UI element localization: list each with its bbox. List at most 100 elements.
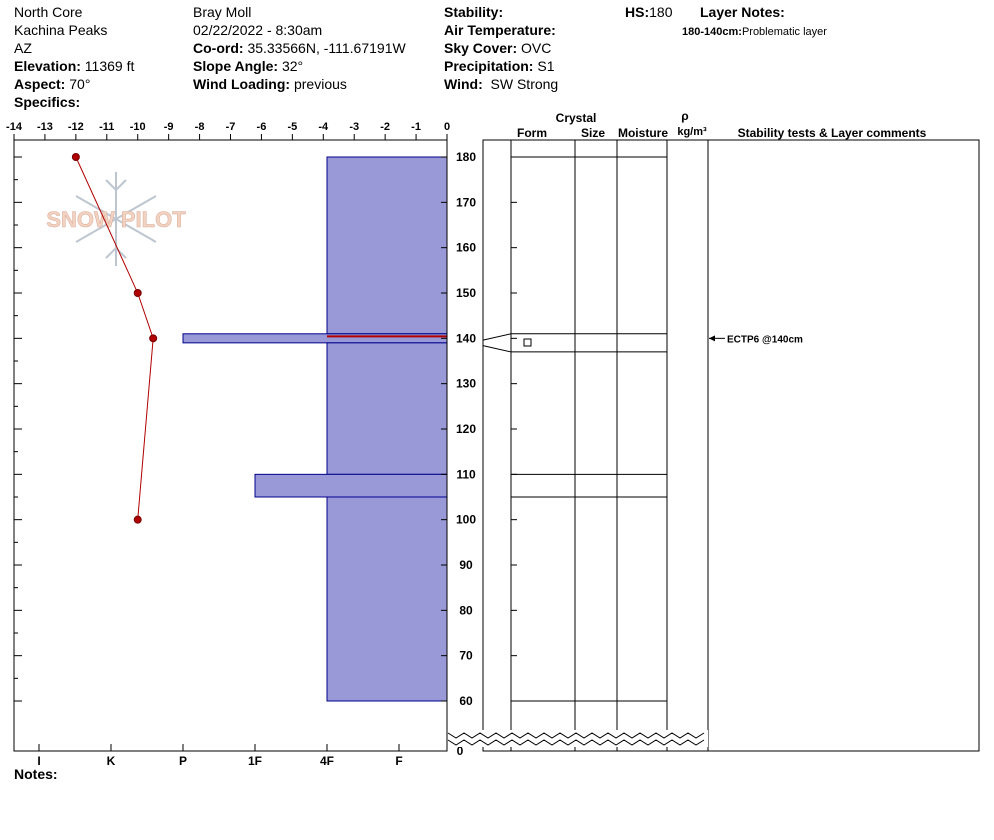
layer-connector [482,333,512,341]
form-header: Form [517,126,547,140]
layer-note-range: 180-140cm: [682,26,742,38]
slope-value: 32° [281,58,304,74]
depth-tick-label: 70 [459,649,473,663]
logo-text: SNOW PILOT [46,207,186,232]
hs: HS:180 [625,3,672,21]
depth-tick-label: 170 [456,195,476,209]
wind: Wind: SW Strong [444,75,558,93]
temperature-point [133,289,142,297]
observer: Bray Moll [193,4,252,20]
wind-loading: Wind Loading: previous [193,75,347,93]
notes: Notes: [14,765,58,783]
hs-label: HS: [625,4,650,20]
hardness-tick-label: 4F [320,754,334,768]
temp-tick-label: -4 [318,121,329,133]
snowpilot-logo: SNOW PILOT [46,172,187,266]
temp-tick-label: -5 [287,121,297,133]
temp-tick-label: -1 [411,121,421,133]
slope-label: Slope Angle: [193,58,279,74]
depth-tick-label: 0 [457,744,464,758]
depth-tick-label: 150 [456,286,476,300]
depth-tick-label: 60 [459,694,473,708]
elevation: Elevation: 11369 ft [14,57,134,75]
elevation-label: Elevation: [14,58,81,74]
temperature-line [75,156,154,520]
layer-connector [482,345,512,353]
hardness-tick-label: P [179,754,187,768]
precip-label: Precipitation: [444,58,534,74]
wind-loading-label: Wind Loading: [193,76,291,92]
temp-tick-label: -2 [380,121,390,133]
sky-value: OVC [521,40,552,56]
depth-tick-label: 160 [456,241,476,255]
depth-tick-label: 140 [456,331,476,345]
aspect: Aspect: 70° [14,75,90,93]
stability-test-label: ECTP6 @140cm [727,334,803,345]
temperature-point [149,334,158,343]
hardness-axis: I K P 1F 4F F [37,744,403,768]
area-name: Kachina Peaks [14,22,108,38]
layer-note-text: Problematic layer [741,26,827,38]
hardness-tick-label: 1F [248,754,262,768]
wind-label: Wind: [444,76,483,92]
depth-tick-label: 110 [456,467,476,481]
hardness-bar [182,333,448,344]
temp-tick-label: -6 [257,121,267,133]
air-temp-label: Air Temperature: [444,22,556,38]
hardness-layers [182,156,448,702]
temp-tick-label: -10 [130,121,146,133]
layer-notes-heading: Layer Notes: [700,3,785,21]
air-temperature: Air Temperature: [444,21,556,39]
aspect-label: Aspect: [14,76,66,92]
site-name: North Core [14,4,83,20]
state: AZ [14,40,32,56]
depth-tick-label: 130 [456,377,476,391]
aspect-value: 70° [69,76,91,92]
axis-break [447,730,708,747]
stability-test-marker: ECTP6 @140cm [709,334,803,345]
temp-tick-label: -8 [195,121,205,133]
hardness-bar [326,342,448,475]
coord-label: Co-ord: [193,40,244,56]
wind-value: SW Strong [490,76,559,92]
temp-tick-label: -12 [68,121,84,133]
temperature-profile [71,153,158,524]
elevation-value: 11369 ft [84,58,135,74]
precipitation: Precipitation: S1 [444,57,554,75]
temp-tick-label: -14 [6,121,23,133]
temp-tick-label: -9 [164,121,174,133]
temp-tick-label: -7 [226,121,236,133]
stability-label: Stability: [444,4,504,20]
density-unit-header: kg/m³ [677,126,707,138]
depth-tick-label: 80 [459,603,473,617]
temp-tick-label: -11 [99,121,114,133]
comments-header: Stability tests & Layer comments [738,126,927,140]
hardness-bar [254,473,448,498]
sky-cover: Sky Cover: OVC [444,39,551,57]
precip-value: S1 [537,58,555,74]
specifics: Specifics: [14,93,80,111]
crystal-header: Crystal [556,111,597,125]
wind-loading-value: previous [293,76,347,92]
notes-label: Notes: [14,766,58,782]
comments-frame [707,139,980,752]
layer-note: 180-140cm:Problematic layer [682,23,827,41]
stability: Stability: [444,3,503,21]
hardness-tick-label: I [37,754,40,768]
coord-value: 35.33566N, -111.67191W [247,40,406,56]
temperature-axis: -14 -13 -12 -11 -10 -9 -8 -7 -6 -5 -4 -3 -2 -1 0 [6,121,450,702]
hardness-bar [326,156,448,335]
size-header: Size [581,126,605,140]
depth-tick-label: 100 [456,513,476,527]
depth-axis: 180 170 160 150 140 130 120 110 100 90 80 70 60 0 [441,140,517,758]
moisture-header: Moisture [618,126,668,140]
depth-tick-label: 180 [456,150,476,164]
depth-tick-label: 90 [459,558,473,572]
hs-value: 180 [649,4,673,20]
temp-tick-label: -3 [349,121,359,133]
temperature-point [133,515,142,524]
hardness-bar [326,496,448,702]
temp-tick-label: 0 [444,121,450,133]
depth-tick-label: 120 [456,422,476,436]
